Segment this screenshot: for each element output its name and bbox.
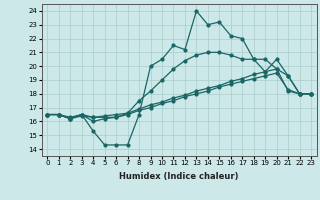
X-axis label: Humidex (Indice chaleur): Humidex (Indice chaleur): [119, 172, 239, 181]
